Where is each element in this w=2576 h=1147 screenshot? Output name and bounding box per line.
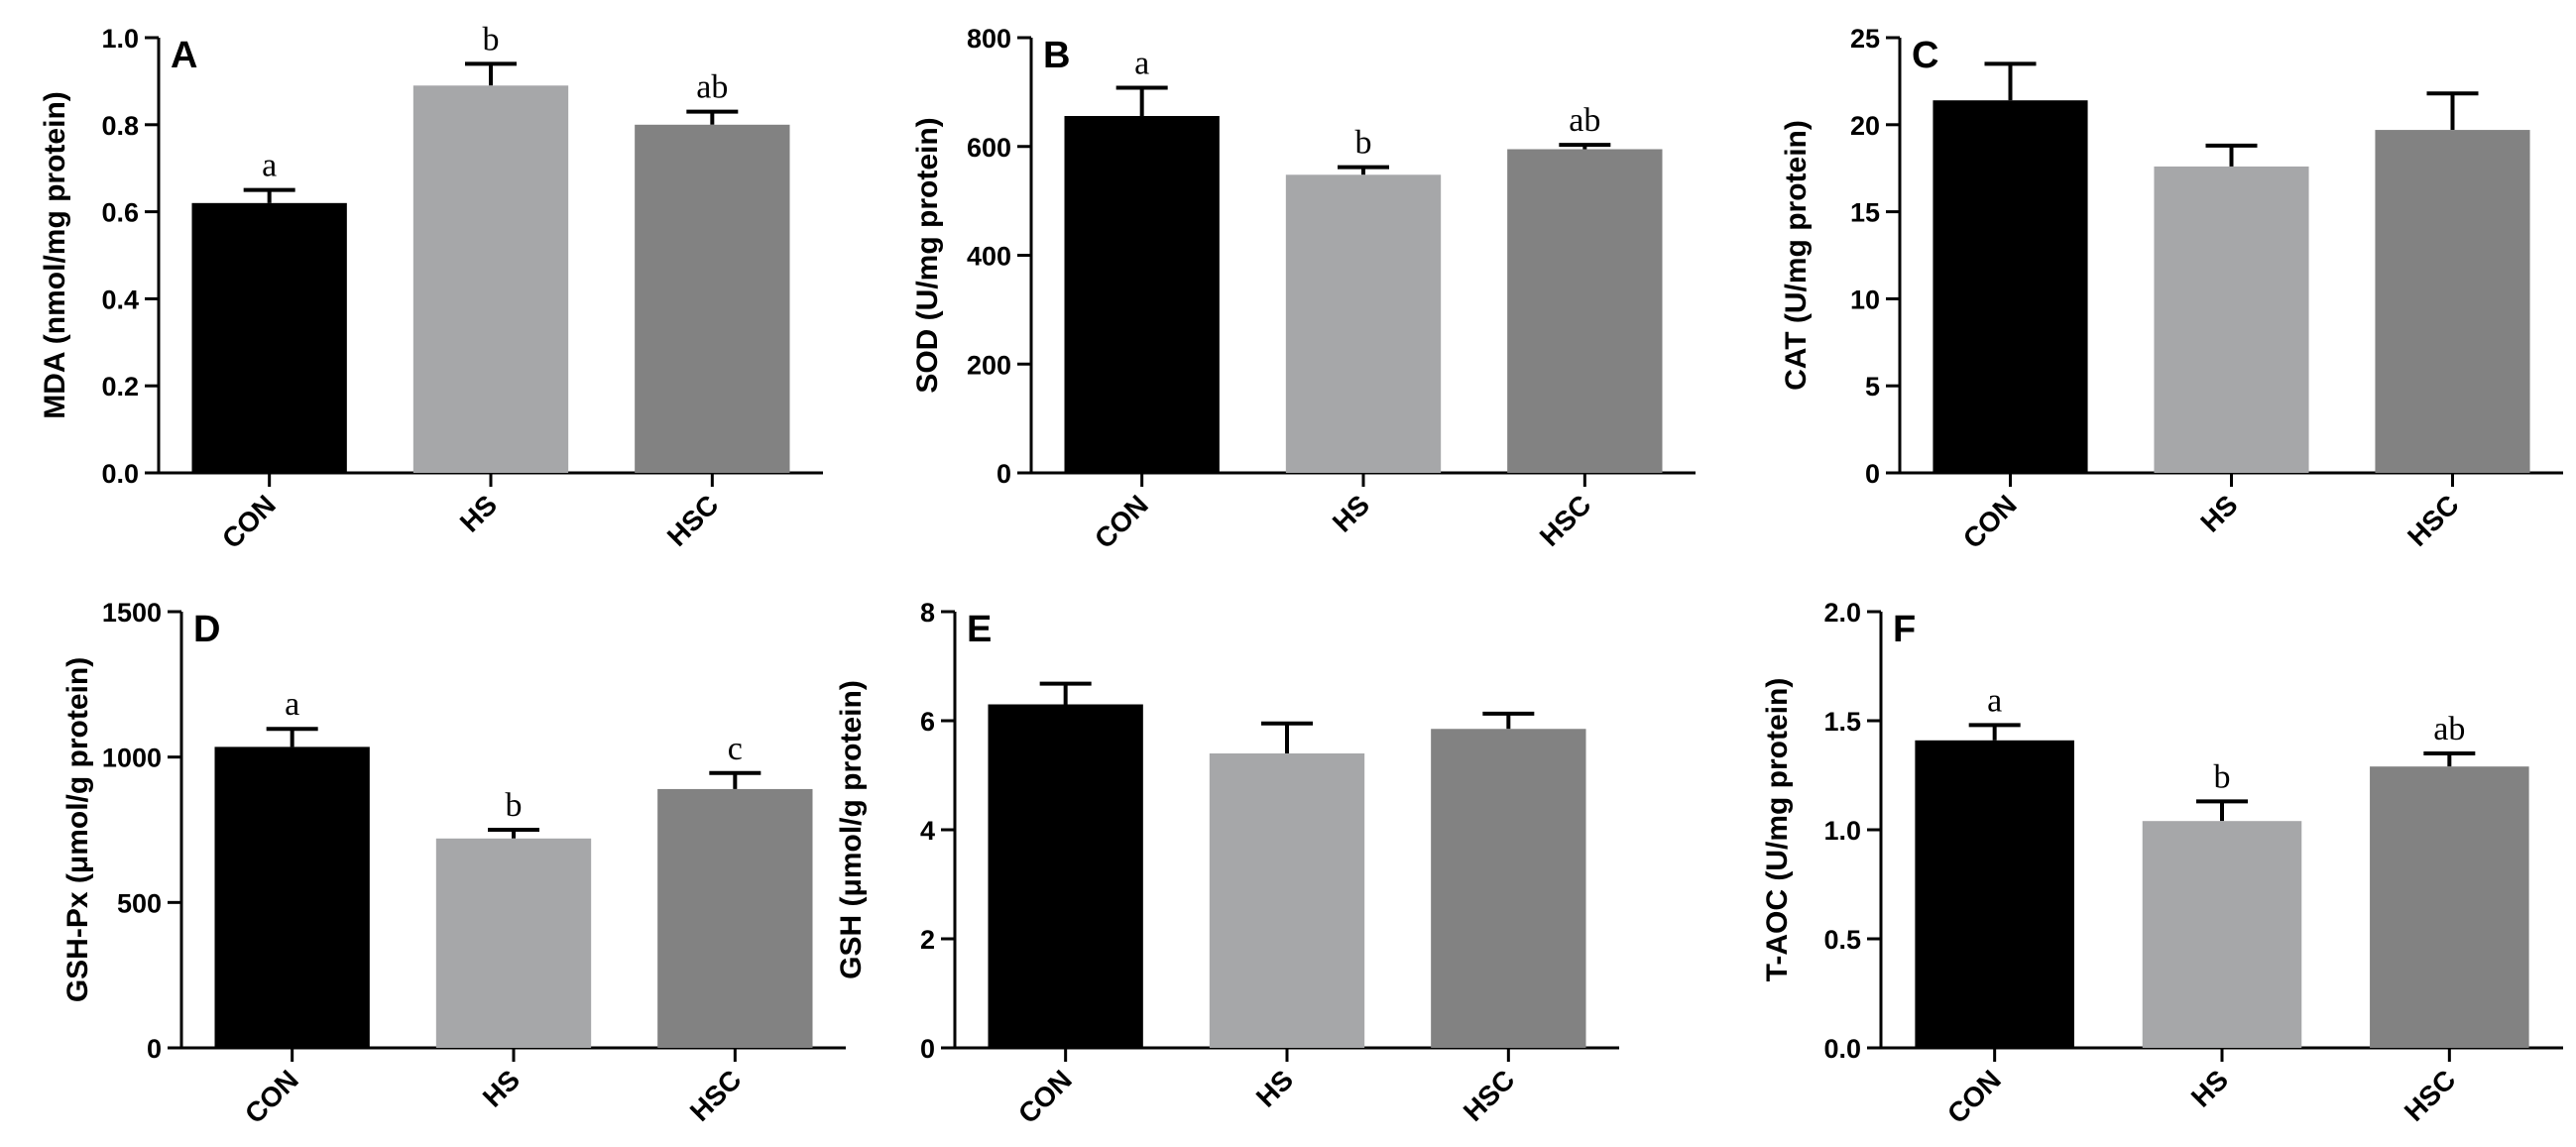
panel-a-bar-hs [412,85,569,473]
panel-b-bar-hsc [1507,149,1663,473]
panel-f-y-axis-title: T-AOC (U/mg protein) [1761,678,1794,982]
panel-c-letter: C [1912,35,1938,76]
panel-b-significance-label: ab [1569,102,1600,139]
panel-d-bar-con [214,746,370,1048]
panel-e-bar-hs [1209,753,1365,1048]
panel-d-y-tick-label: 1500 [102,598,162,628]
panel-f-y-tick-label: 2.0 [1823,598,1861,628]
panel-a-bar-con [191,202,347,473]
panel-f-significance-label: ab [2433,711,2465,747]
panel-a-significance-label: ab [696,69,728,106]
panel-c-y-tick-label: 15 [1850,198,1880,228]
panel-a-letter: A [171,35,197,76]
panel-f-letter: F [1893,609,1916,650]
panel-d-significance-label: c [728,731,743,767]
panel-d-y-axis-title: GSH-Px (μmol/g protein) [61,657,94,1002]
panel-a-y-tick-label: 1.0 [101,24,139,54]
panel-d-y-tick-label: 0 [147,1034,162,1064]
panel-d-y-tick-label: 1000 [102,744,162,773]
panel-a-y-axis-title: MDA (nmol/mg protein) [39,91,71,419]
panel-e-letter: E [967,609,992,650]
panel-e-y-axis-title: GSH (μmol/g protein) [835,680,868,979]
panel-f-significance-label: a [1987,682,2002,719]
panel-b-y-tick-label: 800 [967,24,1011,54]
panel-f-significance-label: b [2214,758,2231,795]
panel-a-y-tick-label: 0.0 [101,459,139,489]
panel-f-bar-hsc [2370,766,2529,1048]
panels: 0.0 0.2 0.4 0.6 0.8 1.0 MDA (nmol/mg protein) A… [39,21,2563,1129]
panel-b-y-tick-label: 200 [967,350,1011,380]
panel-b-y-tick-label: 400 [967,242,1011,272]
panel-c-y-axis-title: CAT (U/mg protein) [1780,120,1813,391]
panel-c-y-tick-label: 20 [1850,111,1880,141]
panel-c-y-tick-label: 0 [1865,459,1880,489]
panel-f-y-tick-label: 1.0 [1823,816,1861,846]
panel-f-y-tick-label: 1.5 [1823,707,1861,737]
panel-c-y-tick-label: 5 [1865,372,1880,401]
panel-a: 0.0 0.2 0.4 0.6 0.8 1.0 MDA (nmol/mg protein) A… [39,21,823,554]
panel-e-bar-hsc [1431,729,1586,1048]
panel-a-y-tick-label: 0.4 [101,285,139,314]
panel-f-bar-hs [2142,821,2302,1048]
panel-b-letter: B [1043,35,1070,76]
panel-e-y-tick-label: 6 [920,707,935,737]
panel-f-y-tick-label: 0.5 [1823,925,1861,955]
panel-a-bar-hsc [635,124,790,474]
panel-e-y-tick-label: 0 [920,1034,935,1064]
panel-c-y-tick-label: 10 [1850,285,1880,314]
panel-c-bar-hs [2154,166,2309,473]
panel-c-bar-con [1932,100,2088,473]
panel-b-significance-label: a [1134,45,1149,81]
panel-c-bar-hsc [2375,130,2530,473]
panel-a-y-tick-label: 0.2 [101,372,139,401]
panel-c-y-tick-label: 25 [1850,24,1880,54]
panel-d-bar-hsc [657,788,813,1048]
panel-d-y-tick-label: 500 [117,888,162,918]
panel-e-y-tick-label: 2 [920,925,935,955]
panel-b-y-tick-label: 600 [967,133,1011,163]
panel-d-significance-label: b [506,787,523,824]
panel-b-bar-hs [1285,174,1442,473]
panel-d-significance-label: a [285,686,299,723]
panel-b-y-tick-label: 0 [996,459,1011,489]
panel-e-y-tick-label: 8 [920,598,935,628]
panel-f-y-tick-label: 0.0 [1823,1034,1861,1064]
panel-a-significance-label: a [262,148,277,184]
panel-e-y-tick-label: 4 [920,816,935,846]
panel-f-bar-con [1915,740,2074,1048]
panel-e-bar-con [988,704,1143,1048]
panel-b-y-axis-title: SOD (U/mg protein) [911,117,944,393]
panel-a-significance-label: b [483,21,500,57]
panel-b-bar-con [1064,116,1220,474]
panel-d-bar-hs [435,838,592,1048]
panel-a-y-tick-label: 0.8 [101,111,139,141]
panel-d-letter: D [193,609,220,650]
panel-b-significance-label: b [1355,125,1372,162]
panel-a-y-tick-label: 0.6 [101,198,139,228]
